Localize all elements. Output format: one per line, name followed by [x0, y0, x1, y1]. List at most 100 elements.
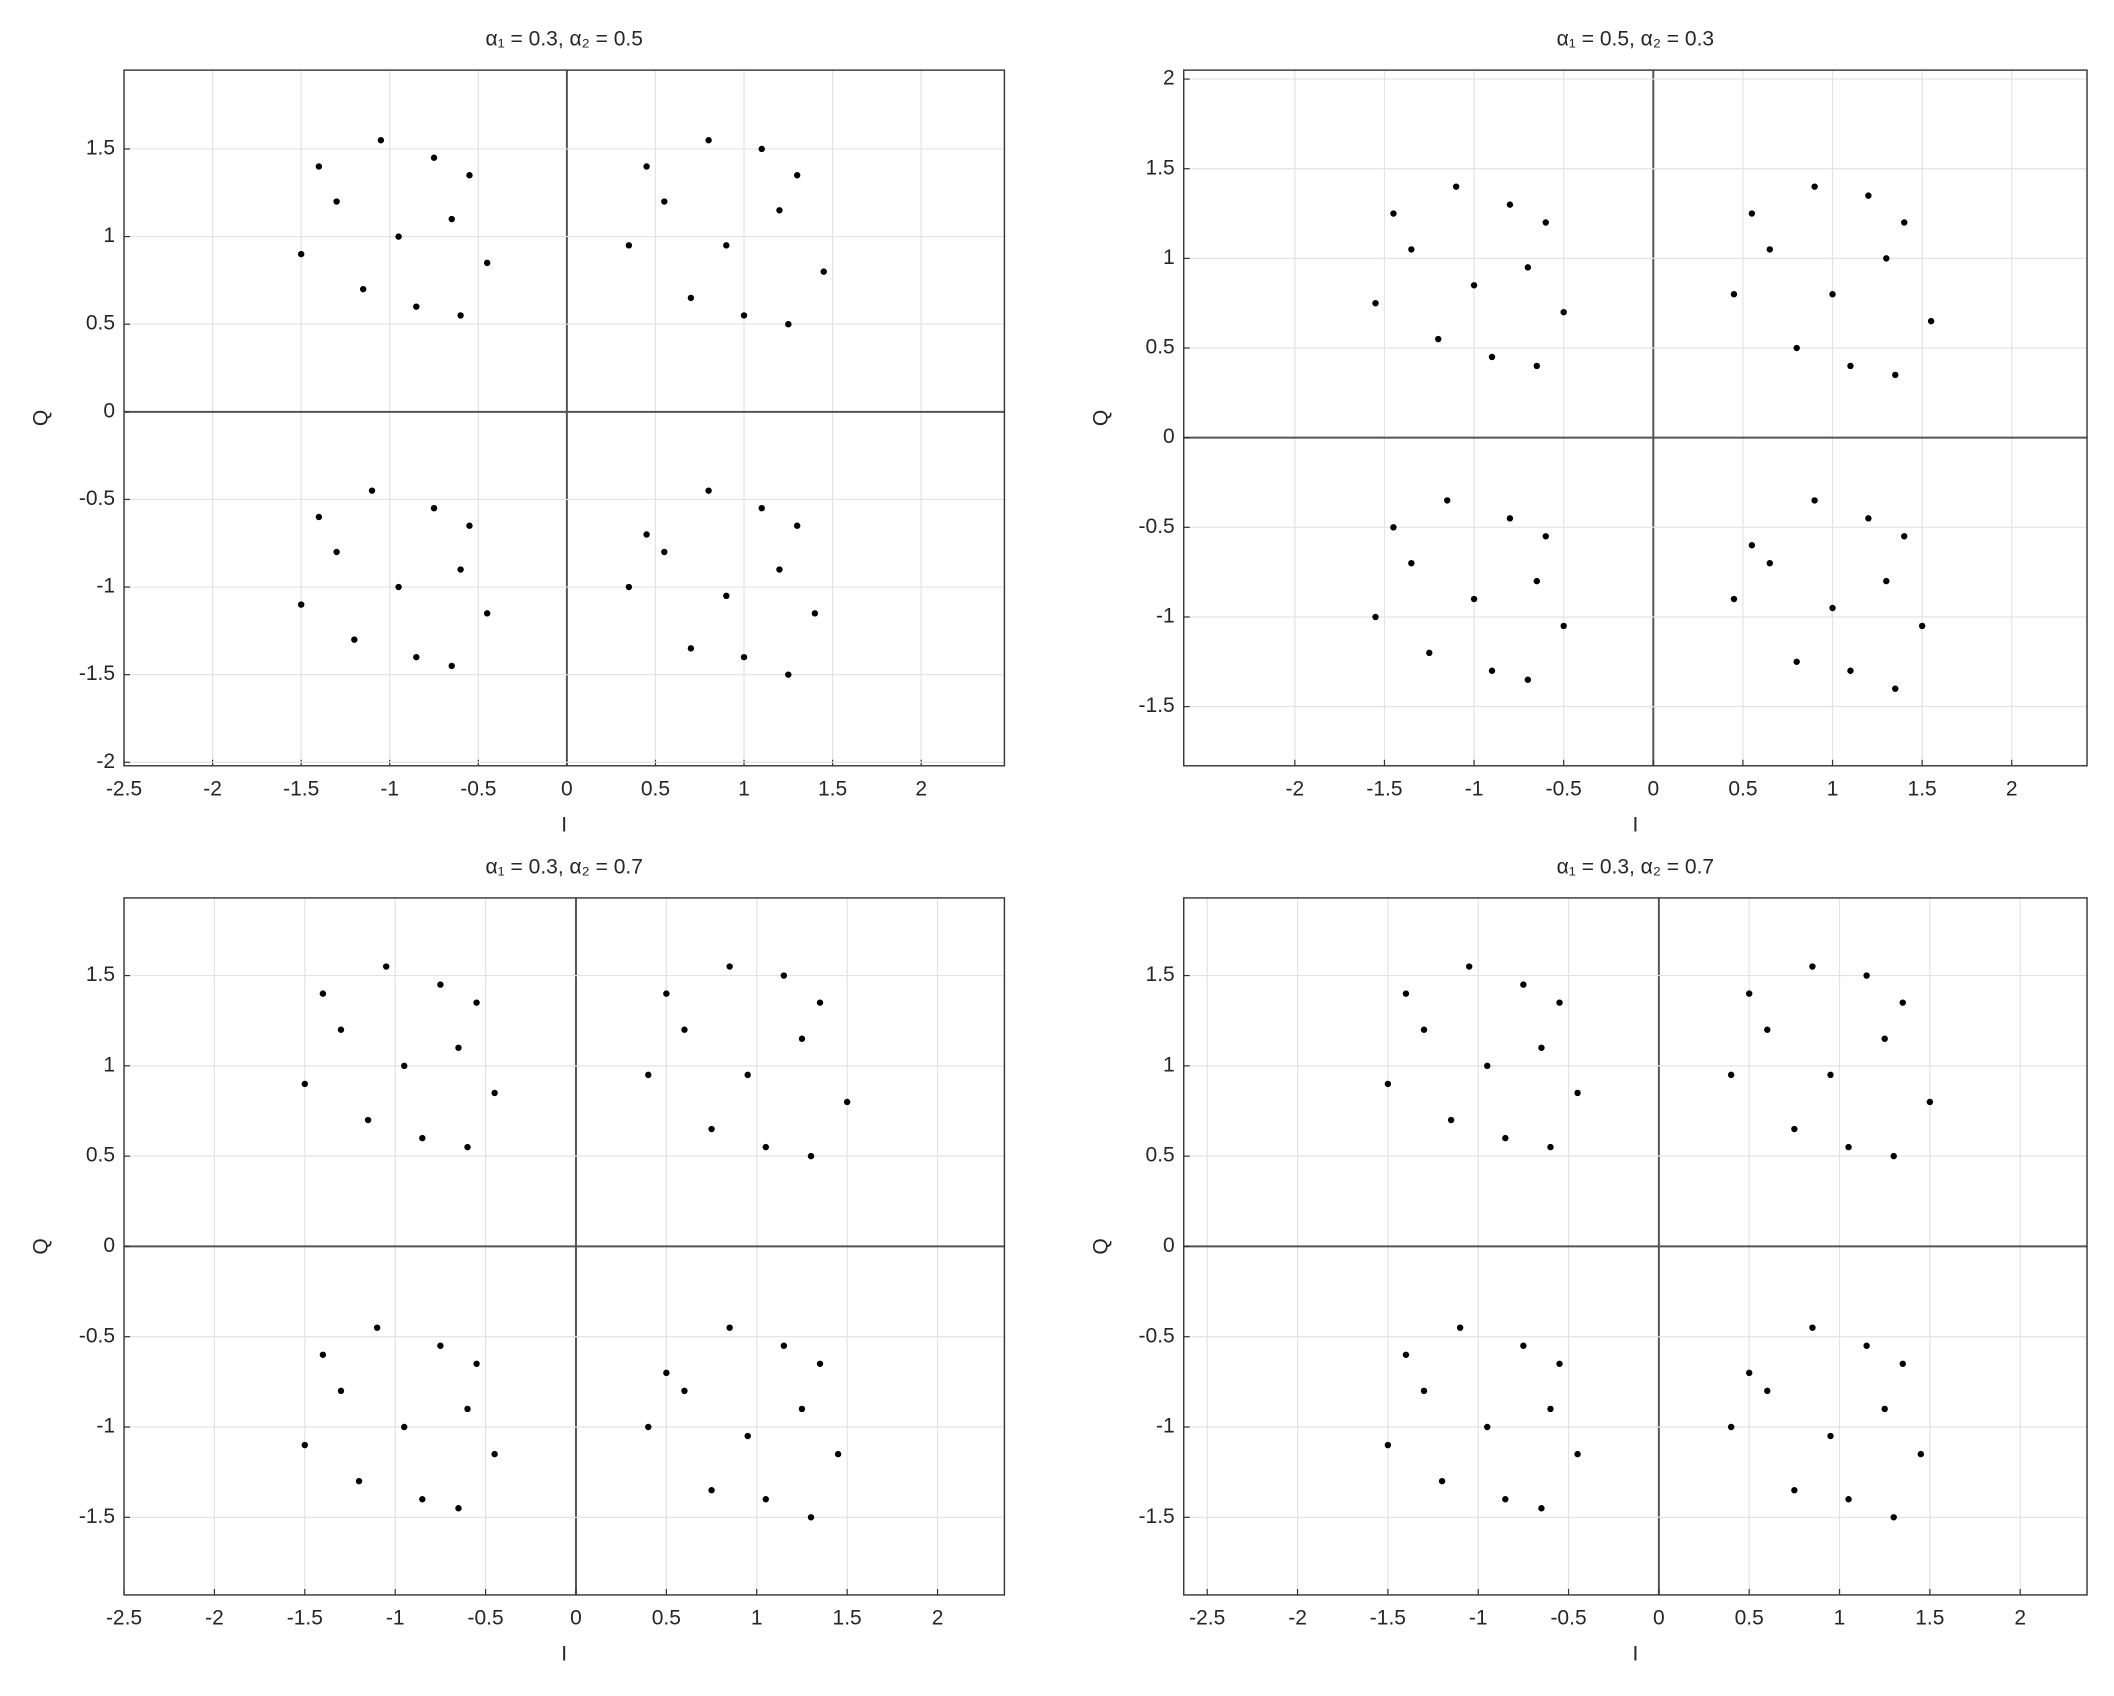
point: [645, 1423, 652, 1431]
point: [1524, 676, 1532, 683]
point: [491, 1089, 498, 1097]
point: [663, 1369, 670, 1377]
point: [413, 303, 420, 310]
point: [1390, 210, 1397, 217]
point: [319, 990, 327, 997]
x-tick-label: 0: [1647, 777, 1659, 800]
point: [1470, 595, 1478, 603]
x-tick-label: -2: [205, 1606, 224, 1629]
point: [473, 999, 480, 1006]
chart-title: α₁ = 0.5, α₂ = 0.3: [1557, 28, 1714, 51]
point: [457, 312, 464, 319]
point: [1426, 649, 1433, 657]
point: [1892, 371, 1899, 379]
point: [1899, 999, 1906, 1006]
point: [1918, 622, 1926, 630]
point: [1883, 255, 1890, 262]
point: [1881, 1405, 1888, 1413]
point: [758, 145, 765, 153]
y-tick-label: 2: [1163, 67, 1175, 90]
point: [401, 1423, 408, 1431]
x-tick-label: 0.5: [641, 777, 670, 800]
point: [1488, 667, 1496, 674]
point: [1811, 497, 1818, 504]
point: [1809, 963, 1816, 970]
point: [455, 1044, 462, 1051]
y-tick-label: 0: [103, 1234, 115, 1257]
y-tick-label: 1: [1163, 1053, 1175, 1076]
y-tick-label: -1: [96, 575, 115, 598]
point: [785, 320, 792, 328]
point: [1533, 362, 1541, 370]
point: [762, 1496, 769, 1503]
point: [780, 972, 788, 979]
point: [464, 1405, 471, 1413]
point: [1764, 1387, 1771, 1395]
point: [1766, 246, 1774, 253]
point: [1384, 1441, 1392, 1449]
x-tick-label: 0.5: [652, 1606, 681, 1629]
point: [1764, 1026, 1771, 1033]
point: [726, 1324, 733, 1331]
point: [820, 268, 827, 275]
x-tick-label: -1: [1465, 777, 1484, 800]
plot-area: [124, 70, 1005, 766]
point: [355, 1477, 363, 1485]
point: [645, 1071, 652, 1079]
point: [1883, 577, 1890, 585]
x-tick-label: -1.5: [287, 1606, 323, 1629]
point: [758, 504, 765, 512]
y-tick-label: -1: [96, 1415, 115, 1438]
y-tick-label: 0.5: [86, 1144, 115, 1167]
point: [816, 1360, 824, 1367]
point: [1556, 999, 1563, 1006]
point: [466, 172, 473, 179]
point: [1791, 1487, 1798, 1494]
point: [364, 1116, 372, 1124]
point: [1793, 658, 1800, 665]
point: [1727, 1423, 1735, 1431]
point: [401, 1062, 408, 1070]
x-tick-label: -2.5: [106, 777, 142, 800]
point: [333, 198, 340, 205]
x-axis-label: I: [561, 813, 567, 836]
x-tick-label: 1: [751, 1606, 763, 1629]
point: [1829, 291, 1836, 298]
plot-frame: [123, 897, 1006, 1596]
point: [395, 233, 402, 240]
x-tick-label: 0.5: [1735, 1606, 1764, 1629]
point: [437, 1342, 444, 1349]
y-tick-label: 0: [1163, 1234, 1175, 1257]
point: [1748, 542, 1756, 549]
x-tick-label: -1.5: [1370, 1606, 1406, 1629]
point: [1560, 308, 1567, 316]
point: [705, 137, 712, 144]
point: [723, 592, 730, 600]
chart-panel: -2.5 -2 -1.5 -1 -0.5 0 0.5 1 1.5 2 -2 -1.5 -1 -0.5 0 0.…: [30, 28, 1006, 836]
point: [1829, 604, 1836, 612]
point: [1447, 1116, 1455, 1124]
point: [1890, 1152, 1897, 1160]
point: [1470, 282, 1478, 289]
y-tick-label: 0.5: [86, 312, 115, 335]
point: [1863, 1342, 1870, 1349]
point: [1520, 981, 1527, 988]
point: [708, 1125, 715, 1133]
point: [811, 610, 819, 617]
point: [1402, 1351, 1410, 1358]
point: [816, 999, 824, 1006]
point: [337, 1026, 345, 1033]
point: [1791, 1125, 1798, 1133]
y-axis-label: Q: [30, 1238, 53, 1254]
point: [1420, 1387, 1428, 1395]
x-tick-label: -1.5: [1366, 777, 1402, 800]
point: [1506, 201, 1514, 208]
point: [744, 1071, 751, 1079]
x-tick-label: -2: [203, 777, 222, 800]
y-tick-label: -1.5: [79, 662, 115, 685]
point: [1748, 210, 1756, 217]
chart-panel: -2 -1.5 -1 -0.5 0 0.5 1 1.5 2 -1.5 -1 -0.5 0 0.5 1 1.5 2…: [1089, 28, 2088, 836]
point: [333, 548, 340, 556]
point: [793, 172, 801, 179]
